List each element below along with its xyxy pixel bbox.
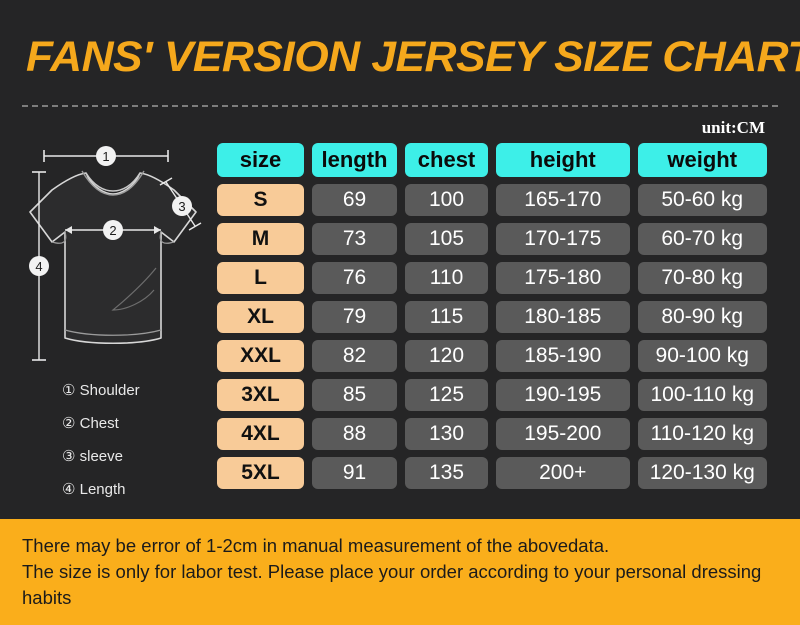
column-header-weight: weight [637,143,767,177]
page-title: FANS' VERSION JERSEY SIZE CHART [26,33,800,81]
disclaimer-line-2: The size is only for labor test. Please … [22,561,762,608]
svg-text:1: 1 [102,149,109,164]
t-shirt-measurement-diagram: 1 2 3 4 [8,138,213,383]
cell-weight: 90-100 kg [637,340,767,372]
table-header-row: size length chest height weight [217,143,767,177]
cell-height: 165-170 [496,184,630,216]
cell-chest: 110 [405,262,489,294]
table-row: L 76 110 175-180 70-80 kg [217,262,767,294]
unit-label: unit:CM [701,118,765,137]
cell-length: 73 [312,223,398,255]
measurement-legend: ① Shoulder ② Chest ③ sleeve ④ Length [62,382,212,514]
legend-num-3: ③ [62,448,76,465]
shoulder-measure-arrow: 1 [43,146,169,166]
cell-length: 79 [312,301,398,333]
cell-chest: 130 [405,418,489,450]
column-header-chest: chest [405,143,489,177]
cell-height: 190-195 [496,379,630,411]
cell-size: 4XL [217,418,304,450]
length-measure-arrow: 4 [29,171,49,361]
cell-weight: 100-110 kg [637,379,767,411]
cell-height: 175-180 [496,262,630,294]
cell-size: S [217,184,304,216]
table-row: XL 79 115 180-185 80-90 kg [217,301,767,333]
cell-length: 69 [312,184,398,216]
legend-item-shoulder: ① Shoulder [62,382,212,399]
cell-size: 3XL [217,379,304,411]
cell-chest: 115 [405,301,489,333]
cell-weight: 110-120 kg [637,418,767,450]
disclaimer-footer: There may be error of 1-2cm in manual me… [0,519,800,625]
title-divider [22,105,778,107]
cell-height: 170-175 [496,223,630,255]
table-row: 5XL 91 135 200+ 120-130 kg [217,457,767,489]
cell-height: 200+ [496,457,630,489]
svg-text:4: 4 [35,259,42,274]
cell-weight: 50-60 kg [637,184,767,216]
cell-chest: 105 [405,223,489,255]
legend-label-chest: Chest [79,415,119,432]
column-header-size: size [217,143,304,177]
cell-length: 82 [312,340,398,372]
svg-text:2: 2 [109,223,116,238]
svg-text:3: 3 [178,199,185,214]
size-chart-table: size length chest height weight S 69 100… [217,143,767,496]
legend-num-4: ④ [62,481,76,498]
cell-chest: 120 [405,340,489,372]
cell-weight: 70-80 kg [637,262,767,294]
column-header-length: length [312,143,398,177]
cell-length: 76 [312,262,398,294]
table-row: S 69 100 165-170 50-60 kg [217,184,767,216]
t-shirt-icon [29,170,197,345]
cell-size: 5XL [217,457,304,489]
cell-chest: 135 [405,457,489,489]
legend-item-length: ④ Length [62,481,212,498]
legend-item-chest: ② Chest [62,415,212,432]
cell-height: 185-190 [496,340,630,372]
table-row: M 73 105 170-175 60-70 kg [217,223,767,255]
cell-height: 195-200 [496,418,630,450]
cell-chest: 100 [405,184,489,216]
cell-size: XL [217,301,304,333]
disclaimer-line-1: There may be error of 1-2cm in manual me… [22,535,610,556]
cell-size: L [217,262,304,294]
table-row: 3XL 85 125 190-195 100-110 kg [217,379,767,411]
legend-item-sleeve: ③ sleeve [62,448,212,465]
sleeve-measure-arrow: 3 [159,177,202,231]
cell-length: 85 [312,379,398,411]
cell-length: 91 [312,457,398,489]
chest-measure-arrow: 2 [65,220,161,240]
cell-size: XXL [217,340,304,372]
legend-label-length: Length [79,481,126,498]
legend-label-sleeve: sleeve [79,448,123,465]
legend-label-shoulder: Shoulder [79,382,140,399]
cell-weight: 120-130 kg [637,457,767,489]
cell-size: M [217,223,304,255]
legend-num-2: ② [62,415,76,432]
cell-weight: 80-90 kg [637,301,767,333]
cell-chest: 125 [405,379,489,411]
table-row: 4XL 88 130 195-200 110-120 kg [217,418,767,450]
cell-weight: 60-70 kg [637,223,767,255]
cell-height: 180-185 [496,301,630,333]
cell-length: 88 [312,418,398,450]
column-header-height: height [496,143,630,177]
table-row: XXL 82 120 185-190 90-100 kg [217,340,767,372]
legend-num-1: ① [62,382,76,399]
